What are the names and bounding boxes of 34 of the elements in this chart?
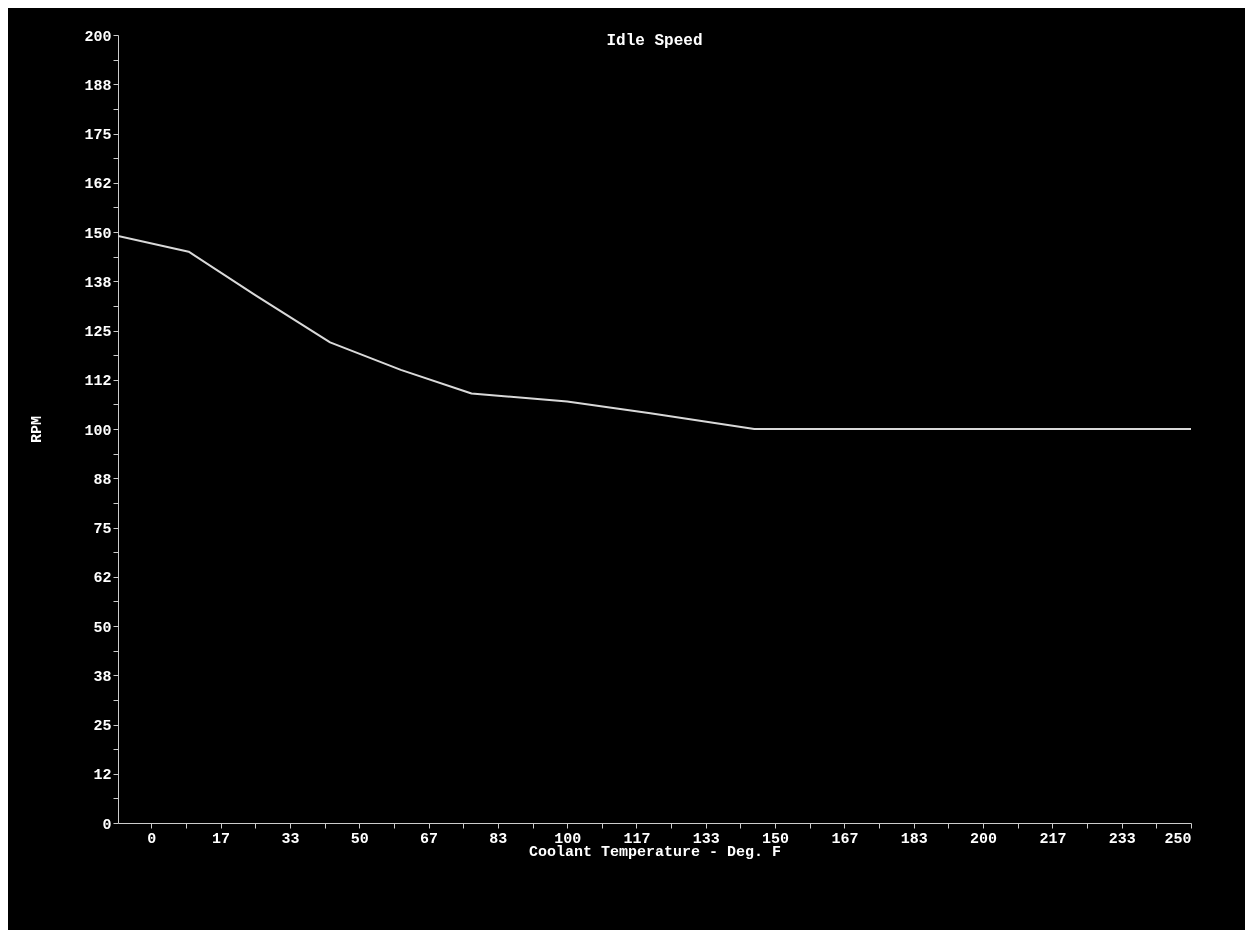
x-tick-label: 83 — [489, 830, 508, 848]
x-tick-label: 0 — [147, 830, 157, 848]
x-tick-label: 133 — [692, 830, 720, 848]
line-series — [118, 234, 1191, 430]
y-tick-label: 200 — [84, 28, 112, 46]
y-tick-label: 50 — [93, 619, 112, 637]
y-tick-label: 188 — [84, 77, 112, 95]
y-tick-label: 162 — [84, 176, 112, 194]
y-tick-label: 12 — [93, 767, 112, 785]
x-tick-label: 200 — [970, 830, 998, 848]
x-tick-label: 167 — [831, 830, 859, 848]
x-tick-label: 17 — [212, 830, 231, 848]
y-tick-label: 88 — [93, 471, 112, 489]
y-tick-label: 125 — [84, 324, 112, 341]
y-tick-label: 100 — [84, 422, 112, 440]
y-tick-label: 150 — [84, 225, 112, 243]
x-tick-label: 117 — [623, 830, 651, 848]
y-tick-label: 112 — [84, 373, 112, 391]
y-tick-label: 25 — [93, 718, 112, 735]
y-tick-label: 0 — [102, 816, 112, 834]
x-tick-label: 217 — [1039, 830, 1067, 848]
x-tick-label: 33 — [281, 830, 300, 848]
x-tick-label: 50 — [350, 830, 369, 848]
y-tick-label: 38 — [93, 668, 112, 686]
x-tick-label: 250 — [1164, 830, 1192, 848]
y-tick-label: 138 — [84, 274, 112, 292]
x-tick-label: 183 — [900, 830, 928, 848]
x-tick-label: 233 — [1108, 830, 1136, 848]
y-tick-label: 175 — [84, 127, 112, 144]
y-tick-label: 75 — [93, 521, 112, 538]
y-axis-title: RPM — [29, 415, 47, 444]
x-tick-label: 67 — [420, 830, 439, 848]
chart-title: Idle Speed — [606, 32, 703, 50]
y-tick-label: 62 — [93, 570, 112, 588]
